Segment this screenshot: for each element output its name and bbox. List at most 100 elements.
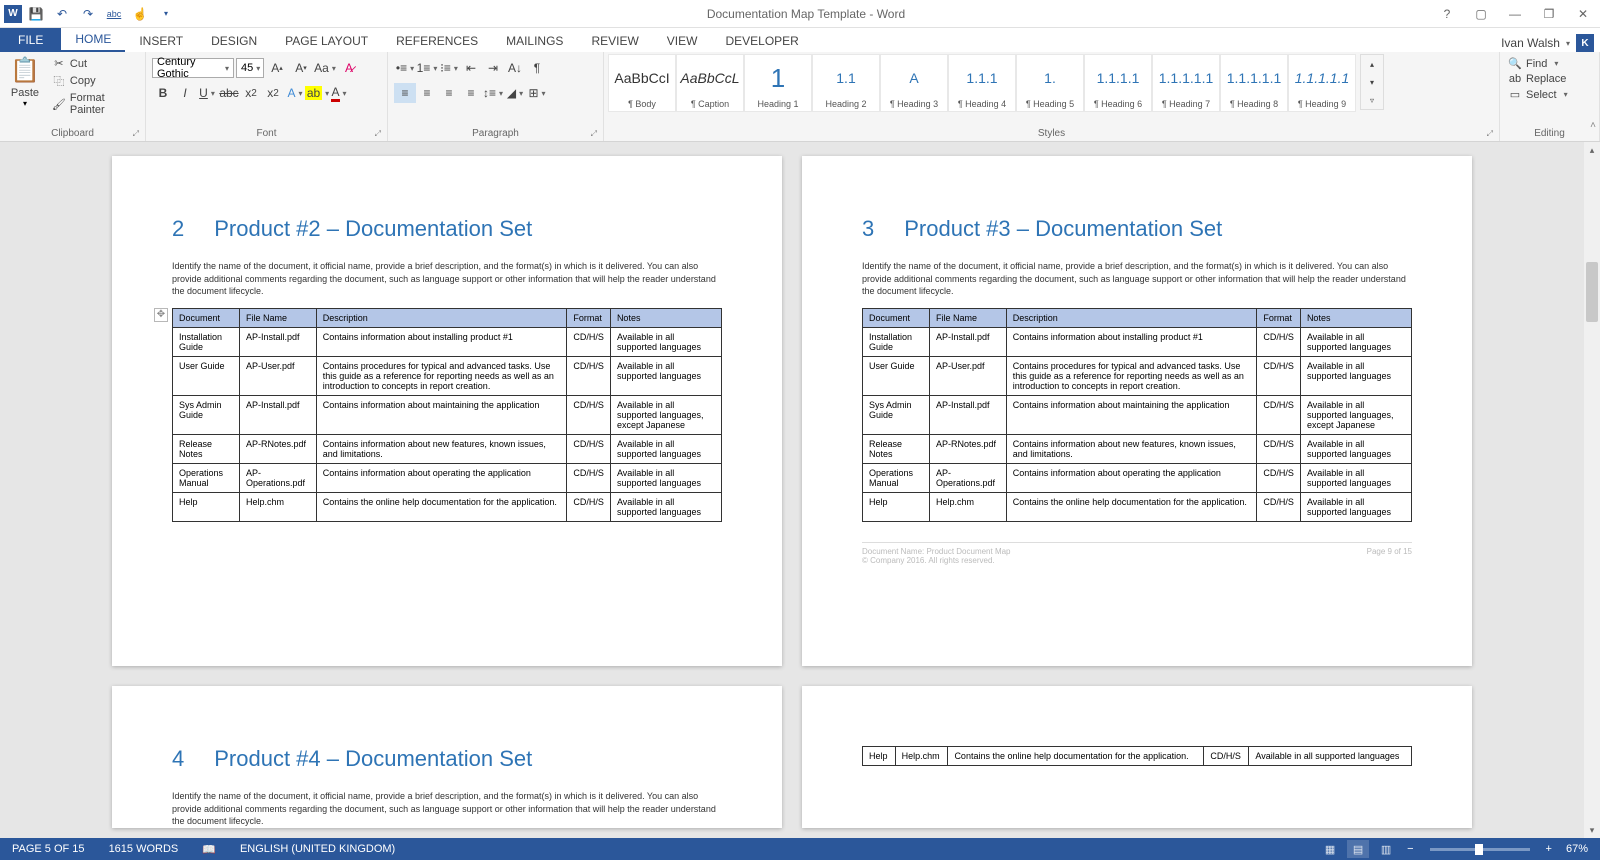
tab-developer[interactable]: DEVELOPER [711, 30, 812, 52]
page-number-status[interactable]: PAGE 5 OF 15 [0, 843, 97, 855]
style-item[interactable]: 1.1.1.1¶ Heading 6 [1084, 54, 1152, 112]
ribbon-display-button[interactable]: ▢ [1468, 4, 1494, 24]
tab-review[interactable]: REVIEW [577, 30, 652, 52]
zoom-level[interactable]: 67% [1562, 843, 1592, 855]
table-row: HelpHelp.chmContains the online help doc… [863, 492, 1412, 521]
styles-dialog-launcher[interactable]: ⤢ [1487, 129, 1493, 139]
replace-button[interactable]: abReplace [1504, 72, 1572, 86]
close-button[interactable]: ✕ [1570, 4, 1596, 24]
table-row: Installation GuideAP-Install.pdfContains… [173, 327, 722, 356]
text-effects-button[interactable]: A▾ [284, 83, 306, 103]
web-layout-button[interactable]: ▥ [1375, 840, 1397, 858]
restore-button[interactable]: ❐ [1536, 4, 1562, 24]
bold-button[interactable]: B [152, 83, 174, 103]
scroll-up-button[interactable]: ▴ [1584, 142, 1600, 158]
shrink-font-button[interactable]: A▾ [290, 58, 312, 78]
save-button[interactable]: 💾 [24, 2, 48, 26]
tab-insert[interactable]: INSERT [125, 30, 197, 52]
zoom-slider[interactable] [1430, 848, 1530, 851]
tab-mailings[interactable]: MAILINGS [492, 30, 577, 52]
select-button[interactable]: ▭Select▾ [1504, 87, 1572, 102]
subscript-button[interactable]: x2 [240, 83, 262, 103]
font-name-combo[interactable]: Century Gothic▾ [152, 58, 234, 78]
underline-button[interactable]: U▾ [196, 83, 218, 103]
language-status[interactable]: ENGLISH (UNITED KINGDOM) [228, 843, 407, 855]
font-size-combo[interactable]: 45▾ [236, 58, 264, 78]
copy-button[interactable]: ⿻Copy [48, 72, 141, 90]
styles-gallery[interactable]: AaBbCcI¶ BodyAaBbCcL¶ Caption1Heading 11… [608, 54, 1356, 112]
proofing-icon[interactable]: 📖 [190, 843, 228, 856]
font-color-button[interactable]: A▾ [328, 83, 350, 103]
word-count-status[interactable]: 1615 WORDS [97, 843, 191, 855]
table-header: Description [1006, 308, 1257, 327]
scroll-thumb[interactable] [1586, 262, 1598, 322]
style-item[interactable]: 1.1Heading 2 [812, 54, 880, 112]
touch-mode-button[interactable]: ☝ [128, 2, 152, 26]
collapse-ribbon-button[interactable]: ˄ [1590, 120, 1596, 131]
style-item[interactable]: 1.¶ Heading 5 [1016, 54, 1084, 112]
zoom-out-button[interactable]: − [1403, 843, 1417, 855]
zoom-in-button[interactable]: + [1542, 843, 1556, 855]
style-item[interactable]: 1.1.1.1.1¶ Heading 9 [1288, 54, 1356, 112]
bullets-button[interactable]: •≡▾ [394, 58, 416, 78]
clipboard-dialog-launcher[interactable]: ⤢ [133, 129, 139, 139]
qat-customize-button[interactable]: ▾ [154, 2, 178, 26]
strikethrough-button[interactable]: abc [218, 83, 240, 103]
scroll-down-button[interactable]: ▾ [1584, 822, 1600, 838]
show-marks-button[interactable]: ¶ [526, 58, 548, 78]
multilevel-button[interactable]: ⁝≡▾ [438, 58, 460, 78]
tab-file[interactable]: FILE [0, 28, 61, 52]
tab-design[interactable]: DESIGN [197, 30, 271, 52]
redo-button[interactable]: ↷ [76, 2, 100, 26]
tab-references[interactable]: REFERENCES [382, 30, 492, 52]
align-center-button[interactable]: ≡ [416, 83, 438, 103]
undo-button[interactable]: ↶ [50, 2, 74, 26]
shading-button[interactable]: ◢▾ [504, 83, 526, 103]
decrease-indent-button[interactable]: ⇤ [460, 58, 482, 78]
clear-format-button[interactable]: A̷ [338, 58, 360, 78]
styles-row-down[interactable]: ▾ [1361, 73, 1383, 91]
format-painter-button[interactable]: 🖌Format Painter [48, 91, 141, 117]
help-button[interactable]: ? [1434, 4, 1460, 24]
print-layout-button[interactable]: ▤ [1347, 840, 1369, 858]
numbering-button[interactable]: 1≡▾ [416, 58, 438, 78]
document-area[interactable]: 2Product #2 – Documentation Set Identify… [0, 142, 1584, 838]
sort-button[interactable]: A↓ [504, 58, 526, 78]
tab-home[interactable]: HOME [61, 28, 125, 52]
window-title: Documentation Map Template - Word [178, 7, 1434, 21]
tab-page-layout[interactable]: PAGE LAYOUT [271, 30, 382, 52]
line-spacing-button[interactable]: ↕≡▾ [482, 83, 504, 103]
style-item[interactable]: A¶ Heading 3 [880, 54, 948, 112]
styles-expand[interactable]: ▿ [1361, 91, 1383, 109]
grow-font-button[interactable]: A▴ [266, 58, 288, 78]
align-right-button[interactable]: ≡ [438, 83, 460, 103]
paragraph-dialog-launcher[interactable]: ⤢ [591, 129, 597, 139]
style-item[interactable]: AaBbCcI¶ Body [608, 54, 676, 112]
style-item[interactable]: 1Heading 1 [744, 54, 812, 112]
minimize-button[interactable]: — [1502, 4, 1528, 24]
superscript-button[interactable]: x2 [262, 83, 284, 103]
style-item[interactable]: 1.1.1¶ Heading 4 [948, 54, 1016, 112]
font-dialog-launcher[interactable]: ⤢ [375, 129, 381, 139]
tab-view[interactable]: VIEW [653, 30, 712, 52]
style-item[interactable]: AaBbCcL¶ Caption [676, 54, 744, 112]
spellcheck-button[interactable]: abc [102, 2, 126, 26]
style-item[interactable]: 1.1.1.1.1¶ Heading 8 [1220, 54, 1288, 112]
table-move-handle[interactable]: ✥ [154, 308, 168, 322]
borders-button[interactable]: ⊞▾ [526, 83, 548, 103]
vertical-scrollbar[interactable]: ▴ ▾ [1584, 142, 1600, 838]
paste-button[interactable]: 📋 Paste ▾ [4, 54, 46, 110]
align-left-button[interactable]: ≡ [394, 83, 416, 103]
change-case-button[interactable]: Aa▾ [314, 58, 336, 78]
highlight-button[interactable]: ab▾ [306, 83, 328, 103]
styles-row-up[interactable]: ▴ [1361, 55, 1383, 73]
style-item[interactable]: 1.1.1.1.1¶ Heading 7 [1152, 54, 1220, 112]
increase-indent-button[interactable]: ⇥ [482, 58, 504, 78]
user-name[interactable]: Ivan Walsh [1501, 36, 1560, 50]
cut-button[interactable]: ✂Cut [48, 56, 141, 71]
user-avatar[interactable]: K [1576, 34, 1594, 52]
justify-button[interactable]: ≡ [460, 83, 482, 103]
read-mode-button[interactable]: ▦ [1319, 840, 1341, 858]
find-button[interactable]: 🔍Find▾ [1504, 56, 1572, 71]
italic-button[interactable]: I [174, 83, 196, 103]
